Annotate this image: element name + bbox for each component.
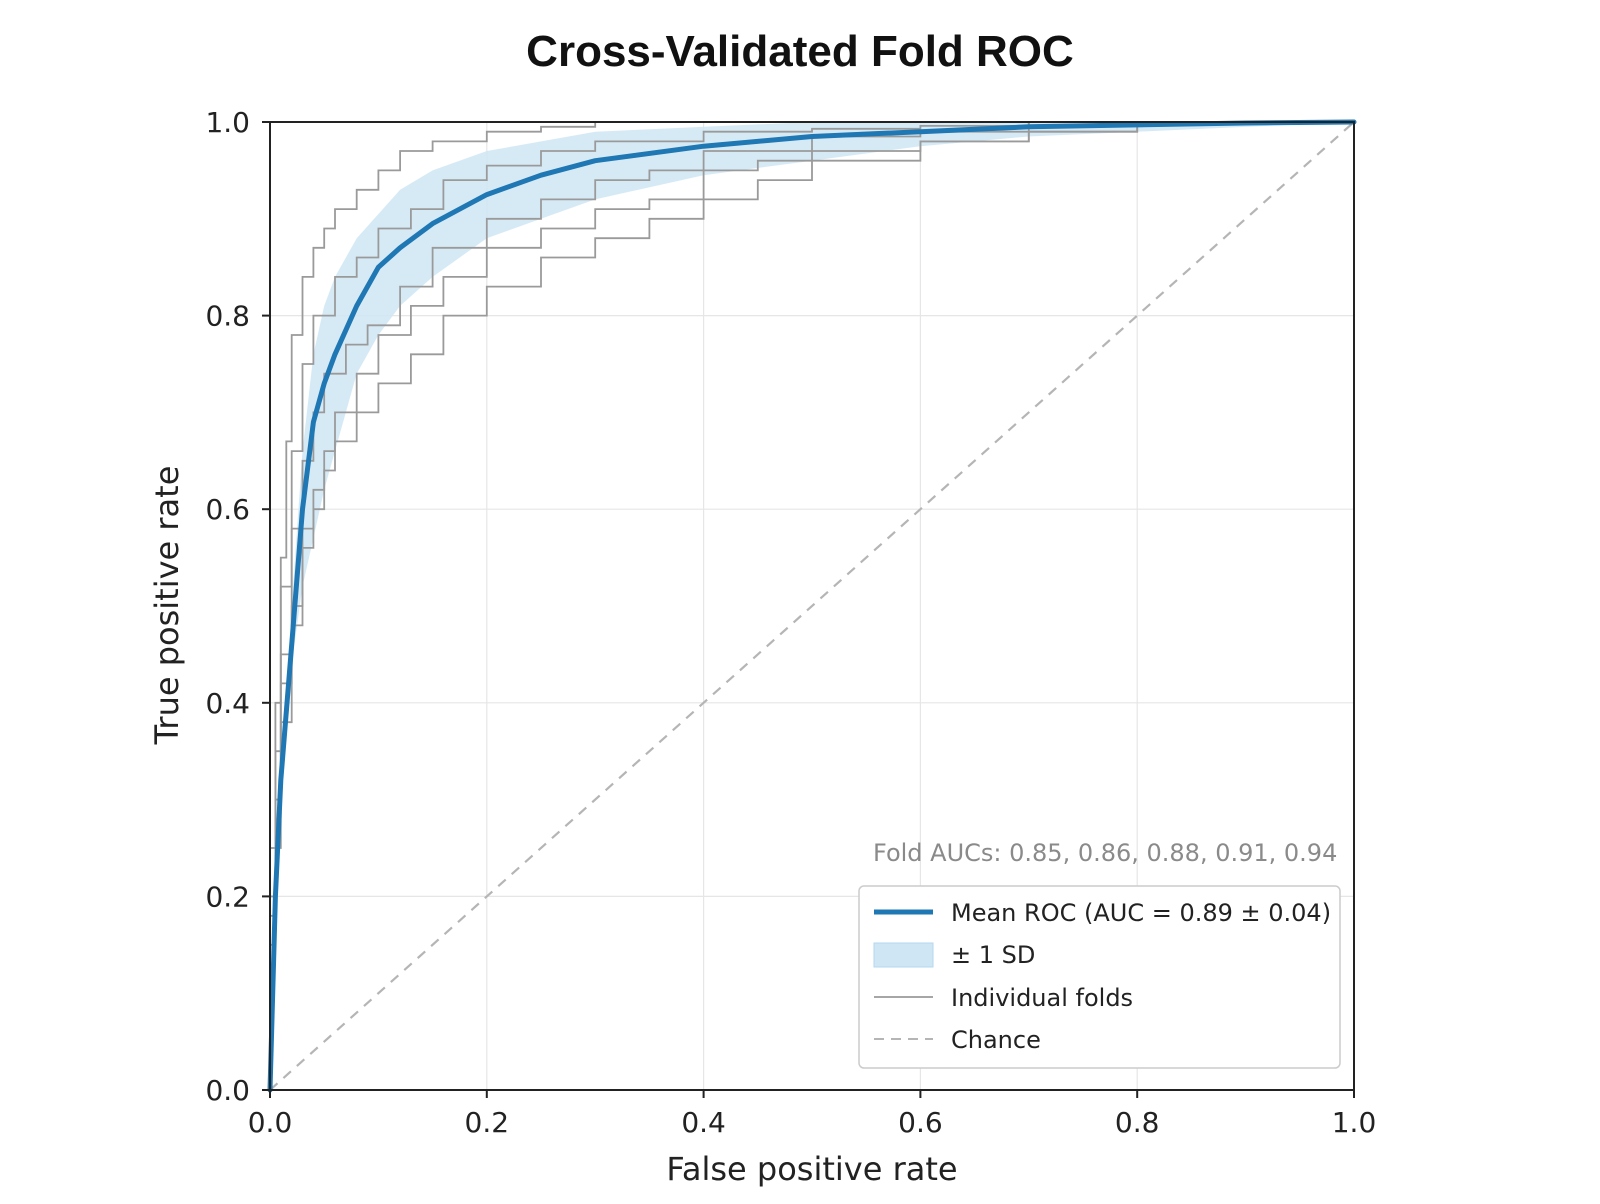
legend-label-mean: Mean ROC (AUC = 0.89 ± 0.04) — [951, 899, 1331, 927]
grid-layer — [269, 121, 1355, 1091]
x-tick-label: 0.8 — [1115, 1106, 1160, 1139]
y-tick-label: 0.0 — [205, 1074, 250, 1107]
x-tick-label: 0.6 — [898, 1106, 943, 1139]
y-tick-label: 0.6 — [205, 493, 250, 526]
x-tick-label: 1.0 — [1332, 1106, 1377, 1139]
fold-roc-line-3 — [269, 121, 1354, 1090]
x-tick-label: 0.2 — [465, 1106, 510, 1139]
legend-swatch-band — [873, 942, 934, 968]
fold-aucs-annotation: Fold AUCs: 0.85, 0.86, 0.88, 0.91, 0.94 — [873, 839, 1337, 867]
mean-roc-layer — [267, 119, 1357, 1093]
x-tick-label: 0.4 — [681, 1106, 726, 1139]
y-tick-label: 0.8 — [205, 300, 250, 333]
y-tick-label: 0.4 — [205, 687, 250, 720]
x-axis-label: False positive rate — [666, 1150, 957, 1188]
plot-frame — [269, 121, 1355, 1091]
fold-roc-line-1 — [269, 121, 1354, 1090]
legend-label-chance: Chance — [951, 1026, 1041, 1054]
legend-label-folds: Individual folds — [951, 984, 1133, 1012]
chart-title: Cross-Validated Fold ROC — [526, 27, 1074, 76]
chance-line — [269, 121, 1355, 1091]
axes-layer — [269, 121, 1355, 1091]
legend-box — [858, 885, 1341, 1069]
legend-label-band: ± 1 SD — [951, 941, 1035, 969]
mean-roc-line — [267, 119, 1357, 1093]
x-tick-label: 0.0 — [248, 1106, 293, 1139]
y-tick-label: 0.2 — [205, 880, 250, 913]
legend: Mean ROC (AUC = 0.89 ± 0.04) ± 1 SD Indi… — [858, 885, 1341, 1069]
y-axis-label: True positive rate — [148, 466, 186, 746]
ticks-layer: 0.0 0.2 0.4 0.6 0.8 1.0 0.0 0.2 0.4 0.6 0.8 1.0 — [205, 106, 1376, 1139]
chance-layer — [269, 121, 1355, 1091]
y-tick-label: 1.0 — [205, 106, 250, 139]
